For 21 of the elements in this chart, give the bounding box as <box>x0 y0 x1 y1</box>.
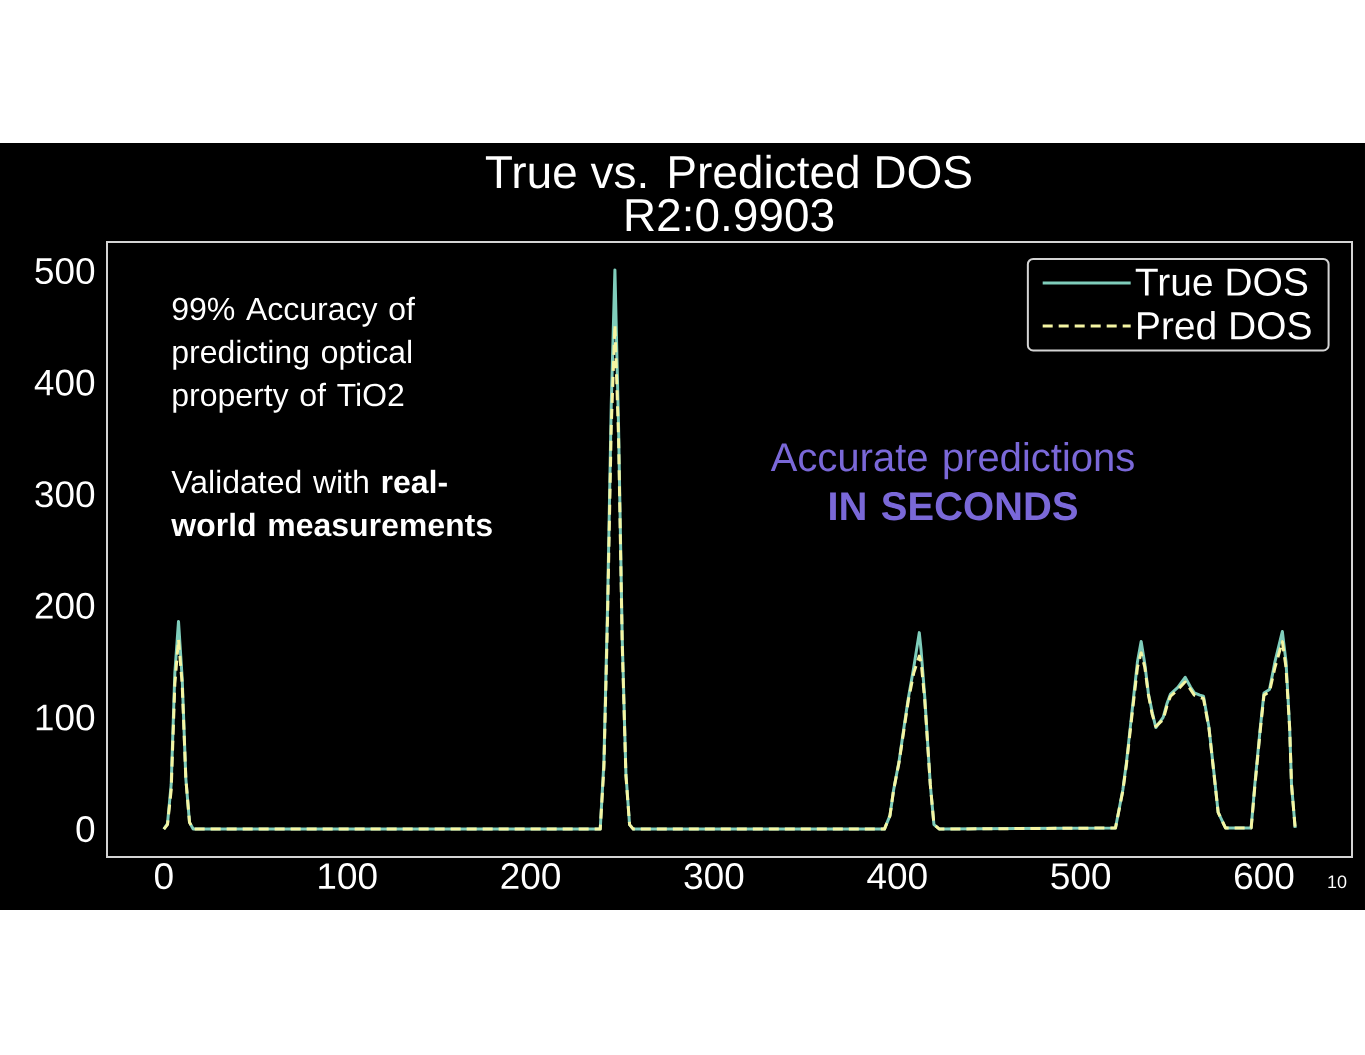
x-tick-label: 500 <box>1051 863 1111 890</box>
legend-label: Pred DOS <box>1138 310 1311 340</box>
y-tick-label: 300 <box>35 481 95 508</box>
chart-title: True vs. Predicted DOS <box>485 154 971 189</box>
y-tick-label: 200 <box>35 592 95 619</box>
x-tick-label: 600 <box>1235 863 1294 890</box>
x-tick-label: 200 <box>501 863 560 890</box>
annotation: Validated with real-world measurements <box>171 469 492 537</box>
x-tick-label: 300 <box>684 863 744 890</box>
legend-label: True DOS <box>1135 268 1308 296</box>
x-tick-label: 400 <box>867 863 927 890</box>
y-tick-label: 500 <box>35 257 95 285</box>
annotation: 99% Accuracy of predicting optical property of TiO2 <box>172 296 415 413</box>
y-tick-label: 100 <box>36 704 95 731</box>
text: 10 <box>1328 875 1347 889</box>
x-tick-label: 100 <box>319 863 377 890</box>
x-tick-label: 0 <box>155 863 173 890</box>
y-tick-label: 400 <box>34 369 95 396</box>
annotation: Accurate predictions IN SECONDS <box>770 442 1134 521</box>
y-tick-label: 0 <box>76 815 95 843</box>
chart-subtitle: R2:0.9903 <box>626 198 834 232</box>
